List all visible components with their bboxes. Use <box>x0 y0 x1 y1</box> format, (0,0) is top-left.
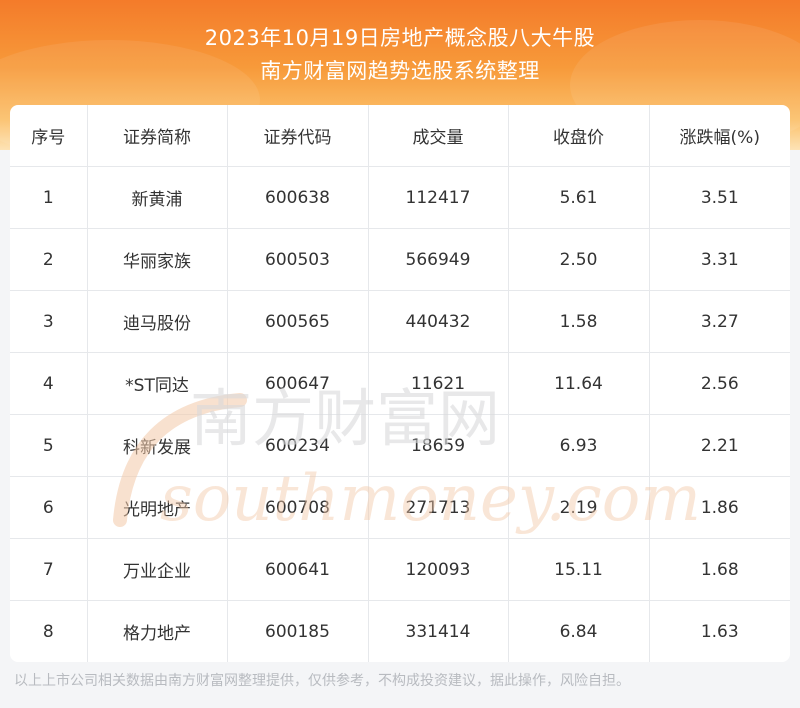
cell-index: 1 <box>10 166 88 229</box>
cell-index: 6 <box>10 476 88 539</box>
cell-change: 3.27 <box>649 290 790 353</box>
cell-volume: 18659 <box>368 414 509 477</box>
page-subtitle: 南方财富网趋势选股系统整理 <box>260 59 540 83</box>
table-row: 4 *ST同达 600647 11621 11.64 2.56 <box>10 352 790 415</box>
table-row: 3 迪马股份 600565 440432 1.58 3.27 <box>10 290 790 353</box>
cell-code: 600638 <box>227 166 369 229</box>
cell-close: 6.84 <box>508 600 650 662</box>
column-header-name: 证券简称 <box>87 105 228 167</box>
disclaimer-text: 以上上市公司相关数据由南方财富网整理提供，仅供参考，不构成投资建议，据此操作，风… <box>14 673 630 689</box>
cell-code: 600647 <box>227 352 369 415</box>
cell-change: 1.68 <box>649 538 790 601</box>
cell-code: 600565 <box>227 290 369 353</box>
column-header-close: 收盘价 <box>508 105 650 167</box>
column-header-change: 涨跌幅(%) <box>649 105 790 167</box>
column-header-volume: 成交量 <box>368 105 509 167</box>
cell-code: 600708 <box>227 476 369 539</box>
cell-code: 600234 <box>227 414 369 477</box>
cell-close: 2.50 <box>508 228 650 291</box>
cell-close: 6.93 <box>508 414 650 477</box>
cell-change: 3.51 <box>649 166 790 229</box>
column-header-index: 序号 <box>10 105 88 167</box>
table-row: 7 万业企业 600641 120093 15.11 1.68 <box>10 538 790 601</box>
cell-name: 迪马股份 <box>87 290 228 353</box>
cell-name: 万业企业 <box>87 538 228 601</box>
cell-close: 15.11 <box>508 538 650 601</box>
cell-close: 2.19 <box>508 476 650 539</box>
cell-name: 光明地产 <box>87 476 228 539</box>
cell-name: 格力地产 <box>87 600 228 662</box>
cell-volume: 566949 <box>368 228 509 291</box>
cell-close: 1.58 <box>508 290 650 353</box>
cell-volume: 331414 <box>368 600 509 662</box>
cell-name: 华丽家族 <box>87 228 228 291</box>
cell-change: 2.56 <box>649 352 790 415</box>
column-header-code: 证券代码 <box>227 105 369 167</box>
cell-code: 600185 <box>227 600 369 662</box>
cell-index: 5 <box>10 414 88 477</box>
cell-volume: 11621 <box>368 352 509 415</box>
cell-volume: 440432 <box>368 290 509 353</box>
table-header-row: 序号 证券简称 证券代码 成交量 收盘价 涨跌幅(%) <box>10 105 790 167</box>
cell-volume: 271713 <box>368 476 509 539</box>
stock-table: 序号 证券简称 证券代码 成交量 收盘价 涨跌幅(%) 1 新黄浦 600638… <box>10 105 790 662</box>
cell-code: 600641 <box>227 538 369 601</box>
cell-change: 3.31 <box>649 228 790 291</box>
data-table-card: 序号 证券简称 证券代码 成交量 收盘价 涨跌幅(%) 1 新黄浦 600638… <box>10 105 790 662</box>
cell-change: 1.86 <box>649 476 790 539</box>
cell-volume: 112417 <box>368 166 509 229</box>
cell-name: *ST同达 <box>87 352 228 415</box>
table-row: 2 华丽家族 600503 566949 2.50 3.31 <box>10 228 790 291</box>
table-row: 1 新黄浦 600638 112417 5.61 3.51 <box>10 166 790 229</box>
table-row: 8 格力地产 600185 331414 6.84 1.63 <box>10 600 790 662</box>
cell-close: 5.61 <box>508 166 650 229</box>
cell-index: 3 <box>10 290 88 353</box>
cell-change: 2.21 <box>649 414 790 477</box>
table-row: 5 科新发展 600234 18659 6.93 2.21 <box>10 414 790 477</box>
cell-volume: 120093 <box>368 538 509 601</box>
cell-name: 新黄浦 <box>87 166 228 229</box>
cell-index: 7 <box>10 538 88 601</box>
cell-code: 600503 <box>227 228 369 291</box>
cell-index: 4 <box>10 352 88 415</box>
page-title: 2023年10月19日房地产概念股八大牛股 <box>204 26 596 50</box>
cell-close: 11.64 <box>508 352 650 415</box>
cell-name: 科新发展 <box>87 414 228 477</box>
cell-change: 1.63 <box>700 621 739 642</box>
cell-index: 8 <box>10 600 88 662</box>
table-row: 6 光明地产 600708 271713 2.19 1.86 <box>10 476 790 539</box>
cell-index: 2 <box>10 228 88 291</box>
